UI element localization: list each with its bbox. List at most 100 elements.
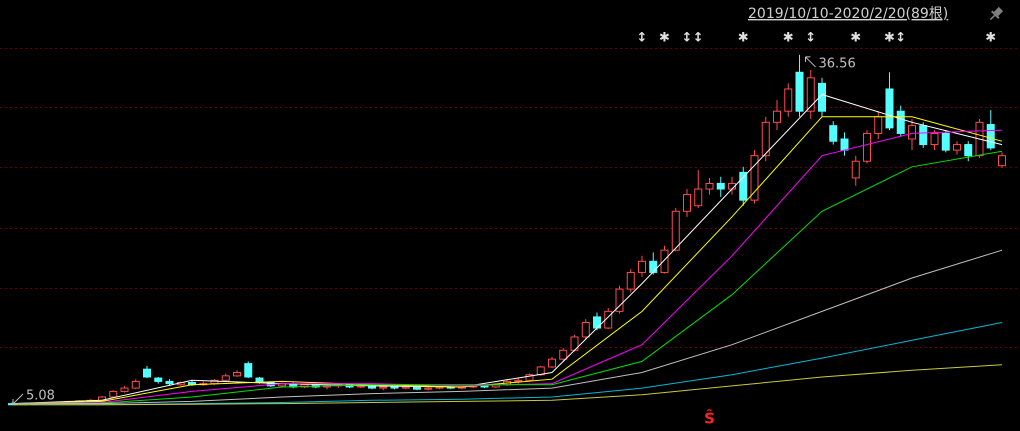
candle [581, 319, 590, 340]
candle [694, 170, 703, 208]
candle [750, 150, 759, 204]
candle-body [806, 77, 815, 112]
candle [143, 365, 151, 379]
candle [998, 152, 1006, 168]
candle-body [671, 210, 680, 251]
candle [199, 381, 208, 386]
candle-body [773, 110, 781, 123]
candle [851, 155, 860, 186]
candle-body [829, 125, 838, 142]
candle-body [593, 316, 601, 329]
candle [131, 379, 140, 390]
candle [716, 176, 725, 197]
candle-body [908, 125, 916, 140]
candle-body [615, 288, 624, 312]
candle [244, 361, 253, 379]
candle [874, 111, 883, 139]
candle [165, 379, 174, 386]
candle-body [874, 116, 883, 134]
candle [896, 105, 905, 137]
event-marker: ✱ [850, 31, 861, 46]
candle-body [120, 387, 129, 392]
candle-body [548, 358, 556, 368]
candle [638, 255, 646, 277]
candle-body [840, 138, 849, 151]
candle [863, 130, 871, 164]
max-arrow [805, 56, 816, 68]
candle-body [379, 386, 388, 389]
candle-body [750, 155, 759, 201]
candle [379, 385, 388, 391]
candle [964, 141, 973, 162]
moving-average-line [12, 249, 1003, 405]
candle-body [233, 372, 241, 377]
candle-body [413, 386, 421, 390]
candle-body [739, 171, 748, 201]
max-label: 36.56 [819, 56, 856, 71]
candle-body [626, 271, 635, 290]
candle-body [683, 194, 691, 212]
event-marker: ↕ [693, 31, 704, 46]
candle-body [705, 182, 714, 190]
candle-body [649, 260, 658, 273]
candle [930, 130, 939, 151]
candle [109, 390, 118, 398]
candle-body [154, 377, 163, 382]
candle [773, 100, 781, 131]
candle-body [638, 260, 646, 273]
candle-body [851, 160, 860, 179]
candle-body [998, 155, 1006, 167]
candle-body [480, 385, 489, 388]
min-label: 5.08 [26, 388, 55, 403]
candle-body [401, 386, 410, 389]
candle-body [581, 321, 590, 338]
candle-body [604, 310, 613, 329]
candle [919, 122, 928, 148]
date-range[interactable]: 2019/10/10-2020/2/20(89根) [748, 6, 948, 22]
candle [615, 285, 624, 314]
candle [761, 116, 770, 162]
candle-body [941, 132, 950, 151]
candle [941, 130, 950, 153]
candle [671, 207, 680, 252]
moving-average-line [12, 364, 1003, 406]
candle-body [559, 349, 568, 360]
grid [0, 48, 1020, 348]
event-marker: ↕ [637, 31, 648, 46]
candle-body [863, 132, 871, 162]
candle-body [818, 82, 826, 112]
candle [908, 118, 916, 151]
candle [424, 386, 433, 391]
candle-body [919, 125, 928, 146]
candle-body [716, 182, 725, 190]
event-marker: ↕ [805, 31, 816, 46]
candle [548, 356, 556, 369]
candle-body [885, 88, 894, 129]
candle-body [244, 363, 253, 378]
candle-body [131, 380, 140, 389]
candle [953, 141, 961, 155]
candle [818, 77, 826, 117]
candle-body [784, 88, 793, 112]
moving-average-line [12, 322, 1003, 406]
event-marker: ✱ [738, 31, 749, 46]
candle [739, 166, 748, 206]
candle-body [143, 368, 151, 378]
candle-body [896, 110, 905, 134]
candle-body [660, 249, 669, 273]
candle-body [514, 379, 523, 382]
moving-average-line [11, 93, 1003, 405]
candle [604, 308, 613, 330]
candle [559, 348, 568, 362]
candle-body [525, 374, 534, 381]
candle [784, 83, 793, 117]
pin-icon[interactable] [987, 6, 1005, 24]
candle-body [930, 132, 939, 146]
event-marker: ✱ [985, 31, 996, 46]
candle [525, 373, 534, 382]
signal-marker: Ŝ [704, 409, 715, 428]
candle-body [165, 380, 174, 385]
candle-body [109, 390, 118, 398]
candle [514, 378, 523, 384]
